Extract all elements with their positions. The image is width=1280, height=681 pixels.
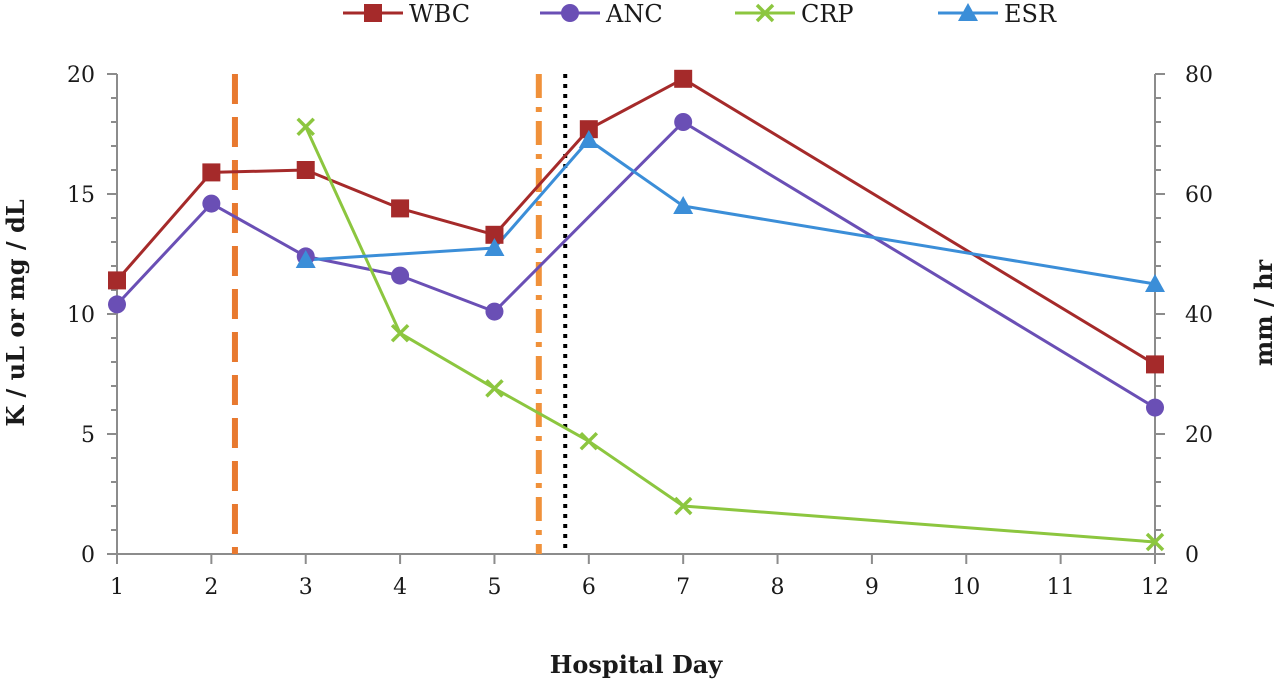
wbc-data-point bbox=[296, 161, 315, 179]
crp-series-line bbox=[304, 126, 1156, 544]
wbc-data-point bbox=[1146, 355, 1164, 374]
x-tick-label: 8 bbox=[771, 575, 785, 600]
x-tick-label: 9 bbox=[865, 575, 879, 600]
anc-series-line bbox=[115, 120, 1156, 409]
anc-data-point bbox=[108, 295, 126, 314]
crp-data-point bbox=[673, 496, 693, 516]
crp-data-point bbox=[296, 117, 315, 137]
legend-item-anc: ANC bbox=[540, 0, 663, 28]
wbc-data-point bbox=[202, 163, 221, 182]
y-left-tick-label: 0 bbox=[81, 543, 95, 568]
legend-item-wbc: WBC bbox=[343, 0, 470, 28]
x-tick-label: 5 bbox=[487, 575, 501, 600]
crp-data-point bbox=[390, 323, 410, 343]
y-right-tick-label: 40 bbox=[1185, 303, 1213, 328]
y-right-tick-label: 60 bbox=[1185, 183, 1213, 208]
y-left-tick-label: 10 bbox=[67, 303, 95, 328]
y-right-tick-label: 80 bbox=[1185, 63, 1213, 88]
legend-label: ANC bbox=[605, 0, 663, 28]
esr-data-point bbox=[578, 130, 599, 148]
esr-data-point bbox=[1145, 274, 1165, 292]
legend-swatch-marker bbox=[958, 3, 978, 21]
x-tick-label: 7 bbox=[676, 575, 690, 600]
y-right-tick-label: 20 bbox=[1185, 423, 1213, 448]
y-left-tick-label: 20 bbox=[67, 63, 95, 88]
esr-series-line bbox=[305, 138, 1156, 286]
wbc-series-line bbox=[115, 77, 1156, 366]
wbc-data-point bbox=[108, 271, 126, 290]
legend-label: ESR bbox=[1004, 0, 1057, 28]
x-tick-label: 6 bbox=[582, 575, 596, 600]
anc-data-point bbox=[1146, 398, 1164, 417]
series-markers bbox=[108, 69, 1165, 552]
series-lines bbox=[115, 77, 1156, 544]
anc-data-point bbox=[485, 302, 504, 321]
legend-swatch-marker bbox=[755, 3, 775, 23]
crp-data-point bbox=[579, 431, 599, 451]
esr-data-point bbox=[673, 196, 694, 214]
legend-label: CRP bbox=[801, 0, 854, 28]
wbc-data-point bbox=[485, 225, 504, 244]
x-tick-label: 4 bbox=[393, 575, 407, 600]
reference-lines bbox=[231, 74, 568, 554]
legend-swatch-marker bbox=[561, 4, 579, 22]
x-tick-label: 3 bbox=[299, 575, 313, 600]
y-left-tick-label: 5 bbox=[81, 423, 95, 448]
legend-label: WBC bbox=[409, 0, 470, 28]
anc-data-point bbox=[202, 194, 221, 213]
x-tick-label: 12 bbox=[1141, 575, 1169, 600]
crp-data-point bbox=[1145, 532, 1165, 552]
y-right-tick-label: 0 bbox=[1185, 543, 1199, 568]
x-tick-label: 10 bbox=[952, 575, 980, 600]
legend-item-esr: ESR bbox=[938, 0, 1057, 28]
wbc-data-point bbox=[579, 120, 598, 139]
wbc-data-point bbox=[391, 199, 410, 218]
y-axis-right-title: mm / hr bbox=[1249, 259, 1278, 366]
crp-data-point bbox=[485, 379, 504, 398]
y-axis-left-title: K / uL or mg / dL bbox=[1, 199, 30, 426]
legend-item-crp: CRP bbox=[735, 0, 854, 28]
x-tick-label: 2 bbox=[204, 575, 218, 600]
x-tick-label: 1 bbox=[110, 575, 124, 600]
legend-swatch-marker bbox=[364, 4, 382, 22]
x-axis-title: Hospital Day bbox=[550, 650, 724, 679]
esr-data-point bbox=[295, 250, 316, 268]
esr-data-point bbox=[484, 238, 505, 256]
anc-data-point bbox=[391, 266, 410, 285]
wbc-data-point bbox=[674, 69, 693, 88]
anc-data-point bbox=[674, 113, 693, 131]
y-left-tick-label: 15 bbox=[67, 183, 95, 208]
legend: WBC ANC CRP ESR bbox=[343, 0, 1057, 28]
x-tick-label: 11 bbox=[1047, 575, 1075, 600]
